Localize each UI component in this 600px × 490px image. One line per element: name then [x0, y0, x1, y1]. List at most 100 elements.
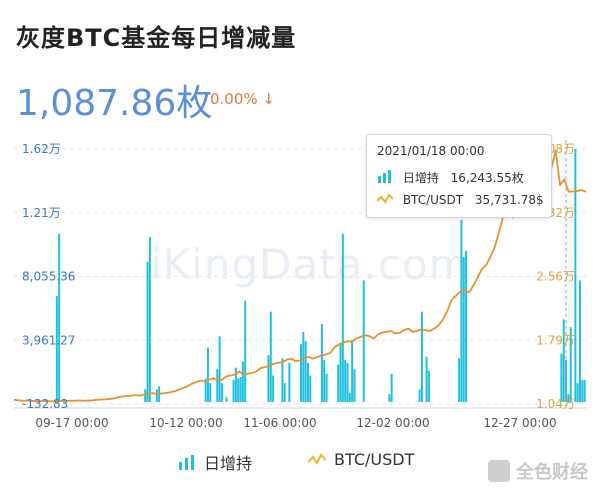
brand-watermark: 全色财经 — [488, 458, 588, 484]
bar — [353, 369, 356, 402]
bar — [560, 353, 563, 402]
y-left-tick-label: 1.62万 — [22, 142, 61, 156]
bar — [216, 369, 219, 402]
bar — [269, 311, 272, 402]
bar — [574, 149, 577, 402]
bar — [576, 383, 579, 402]
bar — [562, 319, 565, 402]
tooltip-bar-value: 16,243.55枚 — [450, 171, 524, 185]
bar — [458, 358, 461, 402]
line-legend-icon — [308, 452, 326, 465]
bar — [58, 233, 61, 402]
tooltip-line-value: 35,731.78$ — [474, 193, 544, 207]
bar — [460, 219, 463, 402]
bar — [583, 380, 586, 402]
bar — [281, 358, 284, 402]
price-line — [13, 149, 587, 403]
y-right-tick-label: 2.56万 — [536, 270, 575, 284]
bar — [309, 375, 312, 402]
bar — [241, 361, 244, 402]
bar-legend-icon — [378, 170, 391, 183]
bar — [144, 389, 147, 402]
bar — [304, 341, 307, 402]
legend-line-label: BTC/USDT — [334, 450, 415, 469]
bar — [388, 394, 391, 402]
brand-name: 全色财经 — [516, 462, 588, 483]
bar — [427, 370, 430, 402]
bar — [344, 359, 347, 402]
y-right-tick-label: 1.79万 — [536, 333, 575, 347]
bar — [302, 331, 305, 402]
bar — [325, 373, 328, 402]
bar — [339, 342, 342, 402]
bar — [155, 389, 158, 402]
bar — [267, 355, 270, 402]
watermark: iKingData.com — [150, 240, 471, 289]
bar — [390, 373, 393, 402]
bar — [225, 397, 228, 402]
chart-svg[interactable]: -132.83 3,961.27 8,055.36 1.21万 1.62万 1.04万 1.… — [0, 130, 600, 440]
bar — [567, 394, 570, 402]
brand-logo-icon — [488, 460, 510, 482]
chart-title: 灰度BTC基金每日增减量 — [16, 24, 297, 52]
bar — [283, 383, 286, 402]
chart-tooltip: 2021/01/18 00:00 日增持 16,243.55枚 BTC/USDT… — [366, 134, 552, 218]
bar — [244, 300, 247, 402]
bar — [306, 363, 309, 402]
bar — [220, 383, 223, 402]
y-left-tick-label: 3,961.27 — [22, 333, 75, 347]
bar-legend-icon — [179, 454, 194, 470]
bar — [148, 236, 151, 402]
y-right-tick-label: 1.04万 — [536, 397, 575, 411]
bar — [351, 339, 354, 402]
bar — [323, 359, 326, 402]
bar — [209, 383, 212, 402]
x-tick-label: 11-06 00:00 — [243, 416, 316, 430]
y-left-tick-label: 8,055.36 — [22, 270, 75, 284]
bar — [232, 380, 235, 402]
tooltip-line-label: BTC/USDT — [402, 193, 464, 207]
bar — [337, 364, 340, 402]
bar — [425, 356, 428, 402]
bar — [300, 344, 302, 402]
bar — [465, 250, 468, 402]
x-tick-label: 10-12 00:00 — [149, 416, 222, 430]
legend-item-line[interactable]: BTC/USDT — [308, 450, 414, 469]
bar — [579, 280, 581, 402]
bar — [288, 363, 291, 402]
tooltip-row-line: BTC/USDT 35,731.78$ — [376, 193, 544, 207]
tooltip-date: 2021/01/18 00:00 — [377, 144, 485, 158]
legend-item-bars[interactable]: 日增持 — [178, 450, 252, 474]
bar — [420, 311, 423, 402]
total-value: 1,087.86枚 — [16, 83, 213, 124]
bar — [206, 347, 209, 402]
bar — [239, 377, 242, 402]
y-left-tick-label: -132.83 — [22, 397, 68, 411]
bar — [237, 378, 240, 402]
x-tick-label: 12-27 00:00 — [483, 416, 556, 430]
change-indicator: 0.00% ↓ — [210, 90, 275, 108]
chart-legend: 日增持 BTC/USDT — [0, 446, 600, 476]
tooltip-bar-label: 日增持 — [402, 171, 439, 185]
bar — [146, 261, 149, 402]
bar — [320, 324, 323, 402]
bar — [581, 380, 584, 402]
bar — [462, 257, 465, 402]
bar — [55, 296, 58, 402]
bar — [418, 389, 421, 402]
legend-bars-label: 日增持 — [204, 454, 253, 473]
bar — [569, 327, 572, 402]
bar — [348, 392, 351, 402]
x-tick-label: 09-17 00:00 — [35, 416, 108, 430]
line-legend-icon — [376, 193, 394, 204]
bar — [341, 233, 344, 402]
bar — [204, 378, 207, 402]
bar — [218, 336, 221, 402]
bar — [234, 367, 237, 402]
bar — [362, 280, 365, 402]
bar — [272, 375, 275, 402]
tooltip-row-bar: 日增持 16,243.55枚 — [377, 169, 524, 186]
bar — [346, 363, 349, 402]
x-tick-label: 12-02 00:00 — [356, 416, 429, 430]
y-left-tick-label: 1.21万 — [22, 206, 61, 220]
